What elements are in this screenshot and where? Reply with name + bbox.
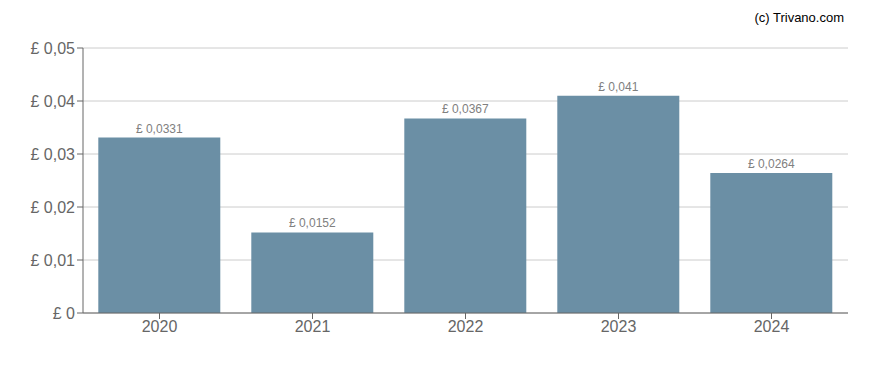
html-text:(c) Trivano.com: (c) Trivano.com	[754, 10, 844, 25]
svg-text:£ 0,041: £ 0,041	[598, 80, 638, 94]
svg-text:£ 0,03: £ 0,03	[31, 146, 76, 163]
svg-text:£ 0: £ 0	[53, 305, 75, 322]
svg-text:2020: 2020	[142, 318, 178, 335]
svg-text:2022: 2022	[448, 318, 484, 335]
svg-text:£ 0,0264: £ 0,0264	[748, 157, 795, 171]
svg-text:£ 0,0152: £ 0,0152	[289, 216, 336, 230]
svg-text:2021: 2021	[295, 318, 331, 335]
svg-text:£ 0,01: £ 0,01	[31, 252, 76, 269]
svg-text:2024: 2024	[754, 318, 790, 335]
svg-text:2023: 2023	[601, 318, 637, 335]
svg-text:£ 0,04: £ 0,04	[31, 93, 76, 110]
svg-text:£ 0,0367: £ 0,0367	[442, 102, 489, 116]
svg-text:£ 0,02: £ 0,02	[31, 199, 76, 216]
svg-text:£ 0,05: £ 0,05	[31, 40, 76, 57]
svg-text:£ 0,0331: £ 0,0331	[136, 122, 183, 136]
